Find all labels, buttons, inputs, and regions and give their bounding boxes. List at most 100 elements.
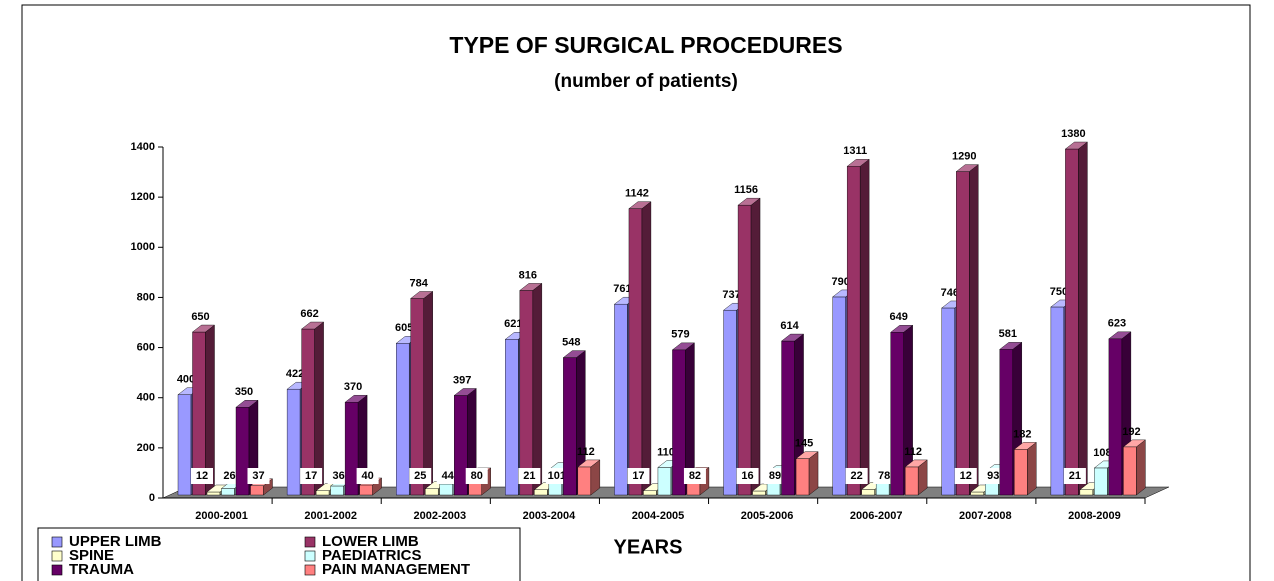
value-label: 397 [453, 374, 471, 386]
bar [890, 324, 914, 496]
bar-front [737, 204, 752, 496]
bar [577, 459, 601, 496]
value-label: 422 [286, 368, 304, 380]
bar-top [999, 342, 1023, 350]
value-label: 192 [1122, 426, 1140, 438]
bar-front [657, 467, 672, 496]
value-label: 1311 [843, 145, 867, 157]
value-label: 12 [196, 470, 208, 482]
x-tick-label: 2003-2004 [523, 510, 576, 522]
bar-side [859, 158, 870, 496]
bar-front [250, 485, 264, 496]
bar-top [301, 321, 325, 330]
value-label: 12 [960, 470, 972, 482]
bar-top [1122, 439, 1146, 448]
bar-side [1078, 141, 1088, 496]
y-tick-label: 600 [137, 341, 155, 353]
bar-front [206, 491, 221, 496]
value-label: 44 [442, 470, 455, 482]
value-label-bg [465, 468, 488, 484]
x-tick-label: 2001-2002 [304, 510, 357, 522]
bar-top [453, 388, 477, 396]
bar-front [846, 166, 861, 496]
bar [628, 201, 652, 496]
legend-swatch [304, 550, 316, 562]
bar-side [1027, 441, 1037, 496]
value-label: 17 [305, 470, 317, 482]
legend-label: LOWER LIMB [322, 533, 419, 550]
bar-front [956, 171, 970, 496]
bar-front [454, 395, 468, 496]
value-label: 80 [471, 470, 483, 482]
value-label: 746 [941, 287, 959, 299]
bar-front [1108, 338, 1123, 496]
bar-front [315, 490, 330, 496]
value-label: 662 [300, 308, 318, 320]
value-label-bg [954, 468, 977, 484]
bar-front [904, 466, 919, 496]
value-label: 21 [1069, 470, 1081, 482]
bar [301, 321, 325, 496]
bar [519, 283, 543, 496]
value-label: 112 [577, 446, 595, 458]
bar-side [1136, 439, 1146, 496]
value-label-bg [300, 468, 323, 484]
y-tick-label: 0 [149, 492, 155, 504]
value-label: 17 [632, 470, 644, 482]
bar-front [563, 357, 577, 496]
bar [410, 291, 434, 496]
value-label: 21 [523, 470, 535, 482]
bar [191, 324, 216, 496]
bar-top [628, 201, 652, 209]
value-label: 1156 [734, 184, 758, 196]
value-label-bg [1063, 468, 1086, 484]
bar-front [890, 332, 904, 496]
bar-front [221, 488, 235, 496]
x-tick-label: 2000-2001 [195, 510, 248, 522]
bar-front [359, 484, 373, 496]
value-label: 790 [831, 276, 849, 288]
bar [737, 197, 761, 496]
bar-front [1050, 306, 1065, 496]
value-label: 581 [999, 328, 1017, 340]
value-label: 784 [410, 277, 429, 289]
value-label-bg [218, 468, 241, 484]
value-label: 1290 [952, 150, 976, 162]
bar-top [846, 159, 870, 167]
bar-top [795, 451, 819, 459]
value-label: 108 [1093, 447, 1111, 459]
bar-top [344, 395, 368, 403]
value-label: 816 [519, 269, 537, 281]
value-label: 40 [361, 470, 373, 482]
bar-top [1013, 442, 1037, 450]
value-label: 101 [548, 470, 566, 482]
value-label-bg [627, 468, 650, 484]
bar-top [577, 459, 601, 468]
legend-swatch [51, 536, 63, 548]
bar-front [286, 388, 301, 496]
legend-label: SPINE [69, 547, 114, 564]
bar-top [1108, 331, 1132, 340]
bar-front [970, 491, 984, 496]
value-label: 400 [177, 374, 195, 386]
bar-top [519, 283, 543, 291]
x-tick-label: 2008-2009 [1068, 510, 1121, 522]
legend-label: UPPER LIMB [69, 533, 162, 550]
bar-front [344, 402, 359, 496]
bar-top [1064, 141, 1088, 150]
bar-front [1094, 467, 1108, 496]
bar-front [614, 304, 628, 496]
x-tick-label: 2005-2006 [741, 510, 794, 522]
bar-front [577, 466, 592, 496]
bar-front [439, 483, 453, 496]
bar-front [177, 394, 192, 496]
bar-front [410, 298, 424, 496]
x-tick-label: 2006-2007 [850, 510, 903, 522]
value-label: 25 [414, 470, 426, 482]
value-label: 89 [769, 470, 781, 482]
bar-side [808, 451, 819, 496]
value-label: 761 [613, 283, 631, 295]
bar [904, 459, 928, 496]
legend-swatch [51, 564, 63, 576]
legend-label: TRAUMA [69, 561, 134, 578]
